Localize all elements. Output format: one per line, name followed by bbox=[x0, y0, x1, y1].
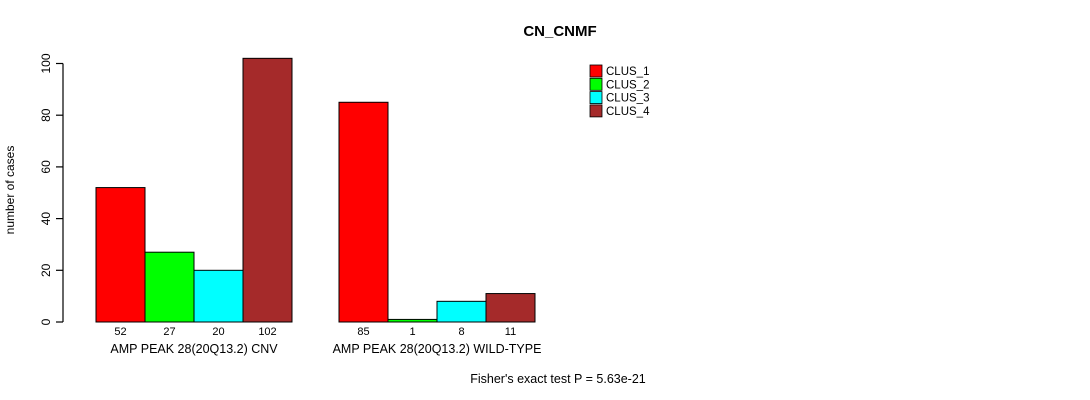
legend-label-clus_4: CLUS_4 bbox=[606, 106, 650, 118]
bar-value-label: 27 bbox=[163, 326, 175, 338]
y-tick-label: 80 bbox=[39, 108, 53, 122]
bar-value-label: 20 bbox=[212, 326, 224, 338]
legend-label-clus_3: CLUS_3 bbox=[606, 93, 649, 105]
y-tick-label: 20 bbox=[39, 263, 53, 277]
bar-value-label: 8 bbox=[458, 326, 464, 338]
bar-clus_3-group2 bbox=[436, 300, 487, 323]
bar-clus_4-group1 bbox=[242, 57, 293, 323]
bar-clus_2-group1 bbox=[144, 251, 195, 323]
bar-value-label: 85 bbox=[357, 326, 369, 338]
bar-value-label: 52 bbox=[114, 326, 126, 338]
legend-swatch-clus_4 bbox=[589, 104, 603, 118]
y-tick-label: 0 bbox=[39, 318, 53, 325]
y-axis-label: number of cases bbox=[3, 146, 17, 235]
bars-layer bbox=[95, 57, 536, 323]
bar-value-label: 1 bbox=[409, 326, 415, 338]
bar-clus_1-group2 bbox=[338, 101, 389, 323]
x-labels-layer: 52 27 20 102 AMP PEAK 28(20Q13.2) CNV 85 1 8 11 A… bbox=[110, 326, 541, 356]
y-tick-label: 60 bbox=[39, 160, 53, 174]
legend-label-clus_1: CLUS_1 bbox=[606, 66, 649, 78]
bar-clus_1-group1 bbox=[95, 187, 146, 323]
legend-swatch-clus_1 bbox=[589, 64, 603, 78]
bar-clus_4-group2 bbox=[485, 293, 536, 323]
bar-value-label: 11 bbox=[505, 326, 516, 338]
y-axis: 0 20 40 60 80 100 bbox=[39, 53, 64, 325]
y-tick-label: 40 bbox=[39, 212, 53, 226]
chart-title: CN_CNMF bbox=[523, 23, 596, 40]
fisher-test-note: Fisher's exact test P = 5.63e-21 bbox=[470, 372, 646, 386]
bar-clus_3-group1 bbox=[193, 269, 244, 323]
bar-clus_2-group2 bbox=[387, 318, 438, 323]
legend-label-clus_2: CLUS_2 bbox=[606, 79, 649, 91]
group-label: AMP PEAK 28(20Q13.2) CNV bbox=[110, 342, 278, 356]
bar-value-label: 102 bbox=[258, 326, 276, 338]
legend-swatch-clus_3 bbox=[589, 91, 603, 104]
legend-swatch-clus_2 bbox=[589, 77, 603, 91]
group-label: AMP PEAK 28(20Q13.2) WILD-TYPE bbox=[333, 342, 542, 356]
y-tick-label: 100 bbox=[39, 53, 53, 73]
